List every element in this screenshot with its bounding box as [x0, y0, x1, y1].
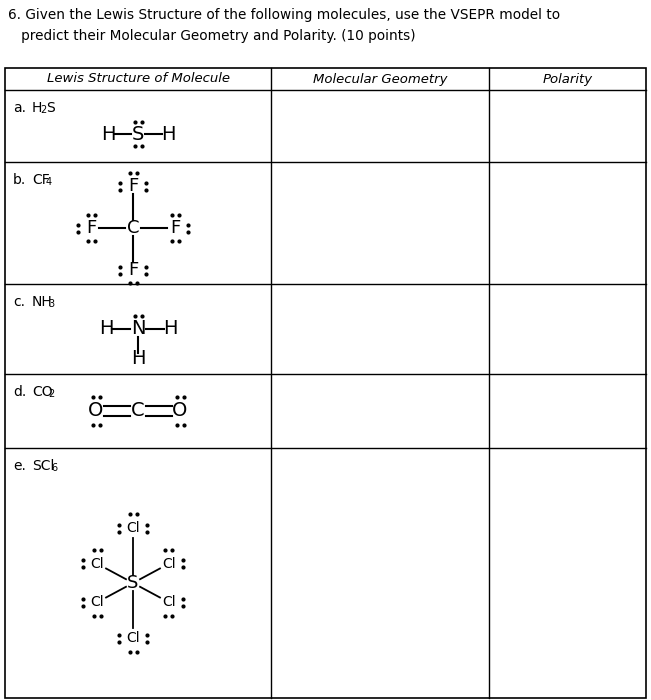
Text: S: S — [46, 101, 55, 115]
Text: 6: 6 — [51, 463, 57, 473]
Text: O: O — [173, 402, 187, 421]
Text: a.: a. — [13, 101, 26, 115]
Text: SCl: SCl — [32, 459, 55, 473]
Text: b.: b. — [13, 173, 26, 187]
Text: N: N — [131, 319, 145, 339]
Text: Cl: Cl — [126, 521, 140, 535]
Text: H: H — [101, 125, 115, 144]
Text: e.: e. — [13, 459, 26, 473]
Text: Cl: Cl — [126, 631, 140, 645]
Text: F: F — [86, 219, 96, 237]
Text: S: S — [128, 574, 139, 592]
Text: 2: 2 — [48, 389, 54, 399]
Text: H: H — [163, 319, 177, 339]
Text: Cl: Cl — [90, 595, 104, 609]
Text: F: F — [128, 261, 138, 279]
Text: C: C — [132, 402, 145, 421]
Text: Cl: Cl — [90, 556, 104, 570]
Text: H: H — [99, 319, 113, 339]
Text: Cl: Cl — [162, 556, 176, 570]
Text: d.: d. — [13, 385, 26, 399]
Text: Cl: Cl — [162, 595, 176, 609]
Text: O: O — [89, 402, 104, 421]
Text: F: F — [170, 219, 180, 237]
Text: H: H — [32, 101, 42, 115]
Text: CF: CF — [32, 173, 49, 187]
Text: Polarity: Polarity — [542, 73, 592, 85]
Text: C: C — [127, 219, 139, 237]
Text: 3: 3 — [48, 299, 54, 309]
Text: NH: NH — [32, 295, 53, 309]
Text: F: F — [128, 177, 138, 195]
Text: Molecular Geometry: Molecular Geometry — [312, 73, 447, 85]
Text: 6. Given the Lewis Structure of the following molecules, use the VSEPR model to
: 6. Given the Lewis Structure of the foll… — [8, 8, 560, 43]
Text: H: H — [161, 125, 175, 144]
Text: CO: CO — [32, 385, 53, 399]
Text: 2: 2 — [40, 105, 46, 115]
Text: 4: 4 — [46, 177, 52, 187]
Text: Lewis Structure of Molecule: Lewis Structure of Molecule — [46, 73, 230, 85]
Text: H: H — [131, 349, 145, 368]
Text: c.: c. — [13, 295, 25, 309]
Text: S: S — [132, 125, 144, 144]
